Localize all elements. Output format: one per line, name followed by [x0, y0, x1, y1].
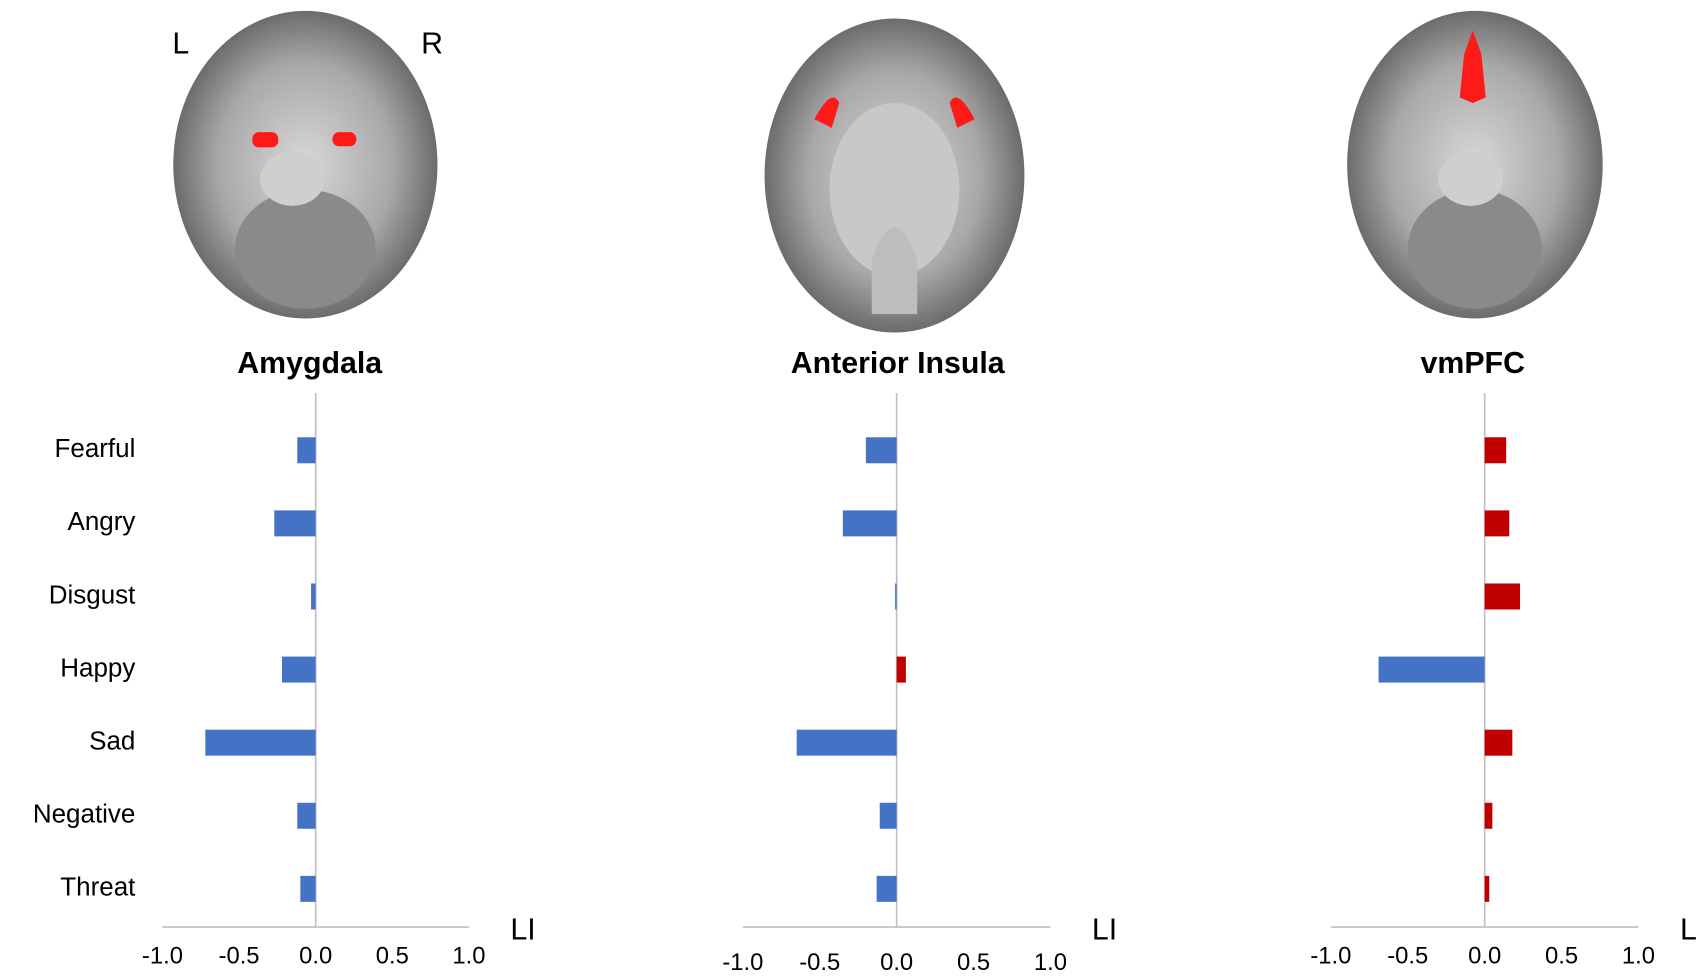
bar [311, 583, 316, 609]
category-label: Negative [33, 799, 136, 829]
bar [282, 657, 316, 683]
x-tick-label: 0.5 [1545, 943, 1578, 970]
bar [877, 876, 897, 902]
bar [300, 876, 315, 902]
bar [205, 730, 315, 756]
orientation-label: R [421, 28, 443, 61]
bar [1485, 876, 1490, 902]
x-tick-label: -1.0 [142, 943, 183, 970]
x-tick-label: 0.0 [299, 943, 332, 970]
bar [297, 437, 315, 463]
chart-title: Amygdala [237, 347, 383, 380]
category-label: Happy [60, 652, 135, 682]
x-tick-label: -0.5 [799, 949, 840, 976]
x-tick-label: 0.0 [880, 949, 913, 976]
x-tick-label: -0.5 [219, 943, 260, 970]
brain-image [765, 18, 1025, 332]
category-label: Sad [89, 726, 135, 756]
bar [1485, 437, 1507, 463]
chart-title: Anterior Insula [791, 347, 1006, 380]
figure: L R Amygdala LI -1.0 -0.5 0.0 0.5 1.0 Fearful An… [0, 0, 1698, 978]
bar [895, 583, 897, 609]
category-label: Threat [60, 872, 136, 902]
x-tick-label: 1.0 [1622, 943, 1655, 970]
x-axis-label: LI [1092, 913, 1117, 946]
bar [274, 510, 315, 536]
brain-image [1347, 11, 1603, 319]
bar [297, 803, 315, 829]
x-tick-label: 0.0 [1468, 943, 1501, 970]
chart-title: vmPFC [1421, 347, 1526, 380]
bar [843, 510, 897, 536]
x-tick-label: 0.5 [957, 949, 990, 976]
bar [797, 730, 897, 756]
bar [1485, 510, 1510, 536]
x-tick-label: 1.0 [452, 943, 485, 970]
brain-image [173, 11, 437, 319]
bar [866, 437, 897, 463]
x-tick-label: 0.5 [376, 943, 409, 970]
x-tick-label: 1.0 [1034, 949, 1067, 976]
category-label: Disgust [49, 579, 136, 609]
x-tick-label: -1.0 [722, 949, 763, 976]
bar [1485, 803, 1493, 829]
orientation-label: L [172, 28, 189, 61]
bar [897, 657, 906, 683]
category-label: Angry [68, 506, 136, 536]
bar [1485, 583, 1520, 609]
x-axis-label: LI [1680, 913, 1698, 946]
category-label: Fearful [55, 433, 136, 463]
bar [1379, 657, 1485, 683]
bar [1485, 730, 1513, 756]
x-tick-label: -1.0 [1310, 943, 1351, 970]
x-axis-label: LI [510, 913, 535, 946]
bar [880, 803, 897, 829]
x-tick-label: -0.5 [1387, 943, 1428, 970]
